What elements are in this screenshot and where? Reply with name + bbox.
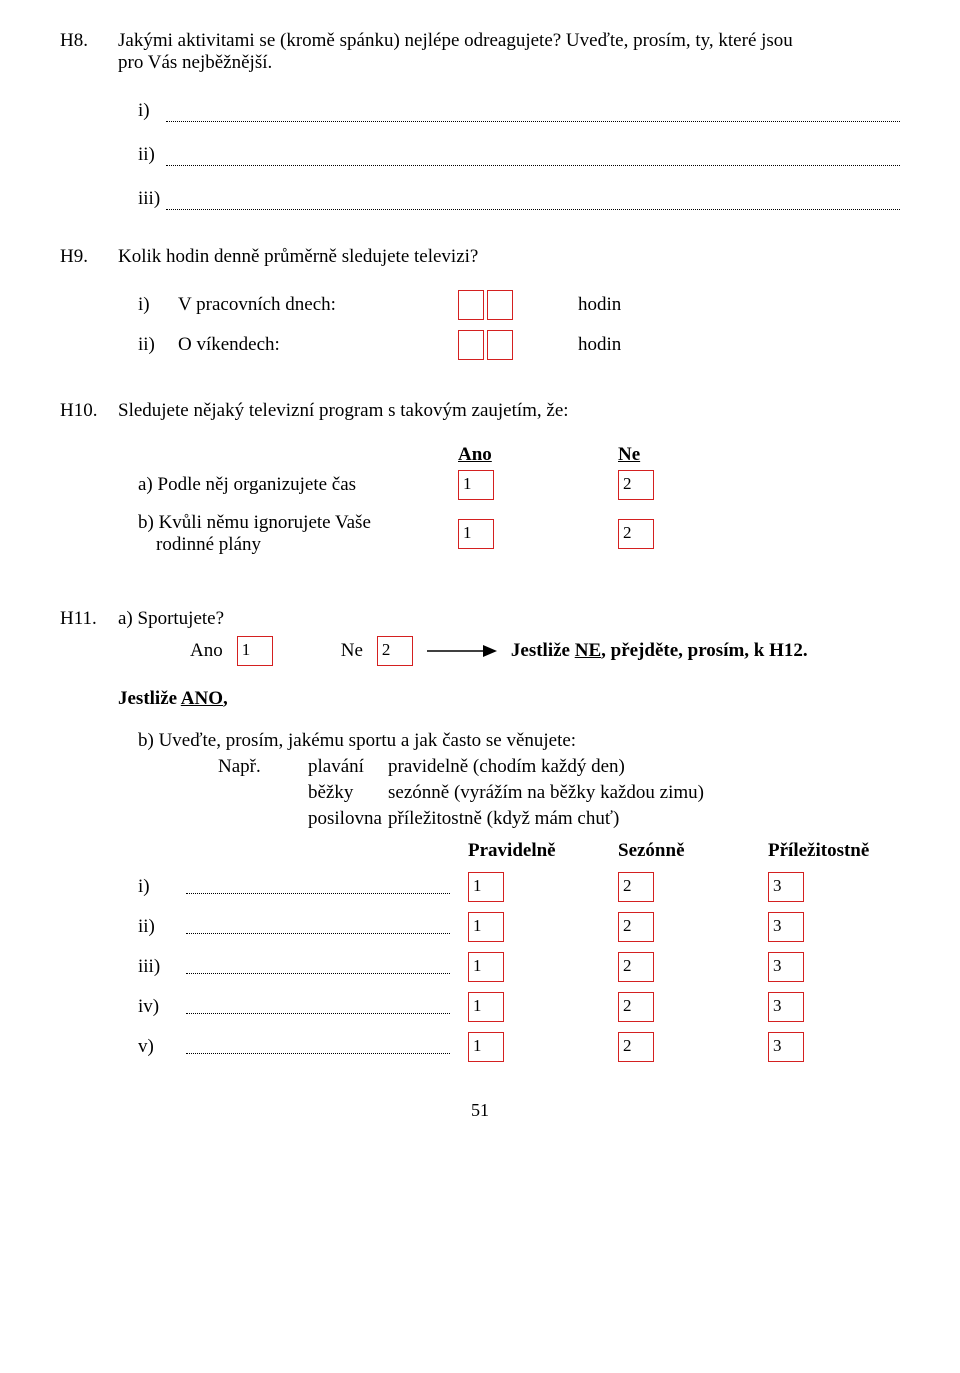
row-text: O víkendech: — [178, 334, 458, 356]
choice-box-1[interactable]: 1 — [458, 519, 494, 549]
h8-input-row[interactable]: ii) — [118, 144, 900, 166]
row-text: V pracovních dnech: — [178, 294, 458, 316]
question-h9: H9. Kolik hodin denně průměrně sledujete… — [60, 246, 900, 360]
ex-freq: pravidelně (chodím každý den) — [388, 756, 918, 778]
h11b-input-row: ii) 1 2 3 — [118, 912, 918, 942]
q-num: H11. — [60, 608, 118, 630]
ex-sport: plavání — [118, 756, 388, 778]
unit-label: hodin — [578, 294, 621, 316]
choice-box-2[interactable]: 2 — [618, 1032, 654, 1062]
item-label: i) — [118, 294, 178, 316]
h11b-input-row: iii) 1 2 3 — [118, 952, 918, 982]
choice-box-3[interactable]: 3 — [768, 952, 804, 982]
item-label: ii) — [118, 334, 178, 356]
item-label: ii) — [138, 916, 186, 938]
item-label: i) — [118, 100, 166, 122]
h11-yes-no-row: Ano 1 Ne 2 Jestliže NE, přejděte, prosím… — [190, 636, 900, 666]
label-ano: Ano — [190, 640, 223, 662]
h10-header: Ano Ne — [118, 444, 900, 466]
col-header-ne: Ne — [618, 444, 738, 466]
h11b-input-row: i) 1 2 3 — [118, 872, 918, 902]
ex-freq: sezónně (vyrážím na běžky každou zimu) — [388, 782, 918, 804]
h11b-example-row: posilovna příležitostně (když mám chuť) — [118, 808, 918, 830]
item-label: ii) — [118, 144, 166, 166]
h8-input-row[interactable]: i) — [118, 100, 900, 122]
col-header-sezonne: Sezónně — [618, 840, 768, 862]
choice-box-ano[interactable]: 1 — [237, 636, 273, 666]
question-h8: H8. Jakými aktivitami se (kromě spánku) … — [60, 30, 900, 210]
unit-label: hodin — [578, 334, 621, 356]
choice-box-1[interactable]: 1 — [468, 952, 504, 982]
h9-row-weekend: ii) O víkendech: hodin — [118, 330, 900, 360]
choice-box-2[interactable]: 2 — [618, 519, 654, 549]
digit-box[interactable] — [487, 290, 513, 320]
q-num: H9. — [60, 246, 118, 268]
h11b-example-row: běžky sezónně (vyrážím na běžky každou z… — [118, 782, 918, 804]
row-text: b) Kvůli němu ignorujete Vaše rodinné pl… — [118, 512, 458, 556]
dotted-input-line[interactable] — [166, 165, 900, 166]
item-label: i) — [138, 876, 186, 898]
arrow-right-icon — [427, 640, 497, 662]
choice-box-3[interactable]: 3 — [768, 1032, 804, 1062]
digit-box[interactable] — [458, 290, 484, 320]
h11b-header: Pravidelně Sezónně Příležitostně — [118, 840, 918, 862]
dotted-input-line[interactable] — [186, 893, 450, 894]
q-text: Kolik hodin denně průměrně sledujete tel… — [118, 246, 900, 268]
h11b-text: b) Uveďte, prosím, jakému sportu a jak č… — [118, 730, 918, 752]
choice-box-2[interactable]: 2 — [618, 952, 654, 982]
col-header-ano: Ano — [458, 444, 618, 466]
choice-box-2[interactable]: 2 — [618, 470, 654, 500]
h11b-input-row: iv) 1 2 3 — [118, 992, 918, 1022]
item-label: iii) — [118, 188, 166, 210]
choice-box-3[interactable]: 3 — [768, 992, 804, 1022]
dotted-input-line[interactable] — [186, 1013, 450, 1014]
choice-box-2[interactable]: 2 — [618, 872, 654, 902]
question-h10: H10. Sledujete nějaký televizní program … — [60, 400, 900, 568]
choice-box-1[interactable]: 1 — [458, 470, 494, 500]
h11b-input-row: v) 1 2 3 — [118, 1032, 918, 1062]
col-header-prilezitostne: Příležitostně — [768, 840, 918, 862]
ex-freq: příležitostně (když mám chuť) — [388, 808, 918, 830]
choice-box-ne[interactable]: 2 — [377, 636, 413, 666]
skip-instruction: Jestliže NE, přejděte, prosím, k H12. — [511, 640, 808, 662]
choice-box-3[interactable]: 3 — [768, 872, 804, 902]
question-h11: H11. a) Sportujete? Ano 1 Ne 2 Jestliže … — [60, 608, 900, 1062]
choice-box-2[interactable]: 2 — [618, 912, 654, 942]
q-num: H8. — [60, 30, 118, 52]
dotted-input-line[interactable] — [166, 209, 900, 210]
choice-box-1[interactable]: 1 — [468, 992, 504, 1022]
digit-box[interactable] — [487, 330, 513, 360]
col-header-pravidelne: Pravidelně — [468, 840, 618, 862]
choice-box-3[interactable]: 3 — [768, 912, 804, 942]
item-label: iii) — [138, 956, 186, 978]
q-num: H10. — [60, 400, 118, 422]
dotted-input-line[interactable] — [186, 973, 450, 974]
item-label: iv) — [138, 996, 186, 1018]
row-text: a) Podle něj organizujete čas — [118, 474, 458, 496]
choice-box-2[interactable]: 2 — [618, 992, 654, 1022]
ex-sport: běžky — [118, 782, 388, 804]
h9-row-workdays: i) V pracovních dnech: hodin — [118, 290, 900, 320]
page-number: 51 — [60, 1100, 900, 1121]
if-yes-label: Jestliže ANO, — [118, 688, 918, 710]
choice-box-1[interactable]: 1 — [468, 1032, 504, 1062]
q-text: Sledujete nějaký televizní program s tak… — [118, 400, 900, 422]
dotted-input-line[interactable] — [186, 1053, 450, 1054]
dotted-input-line[interactable] — [186, 933, 450, 934]
label-ne: Ne — [341, 640, 363, 662]
h10-row-a: a) Podle něj organizujete čas 1 2 — [118, 470, 900, 500]
digit-box[interactable] — [458, 330, 484, 360]
choice-box-1[interactable]: 1 — [468, 872, 504, 902]
choice-box-1[interactable]: 1 — [468, 912, 504, 942]
h8-input-row[interactable]: iii) — [118, 188, 900, 210]
h10-row-b: b) Kvůli němu ignorujete Vaše rodinné pl… — [118, 512, 900, 556]
q-text: Jakými aktivitami se (kromě spánku) nejl… — [118, 30, 900, 74]
item-label: v) — [138, 1036, 186, 1058]
dotted-input-line[interactable] — [166, 121, 900, 122]
q-text: a) Sportujete? — [118, 608, 900, 630]
ex-sport: posilovna — [118, 808, 388, 830]
h11b-example-row: plavání pravidelně (chodím každý den) — [118, 756, 918, 778]
